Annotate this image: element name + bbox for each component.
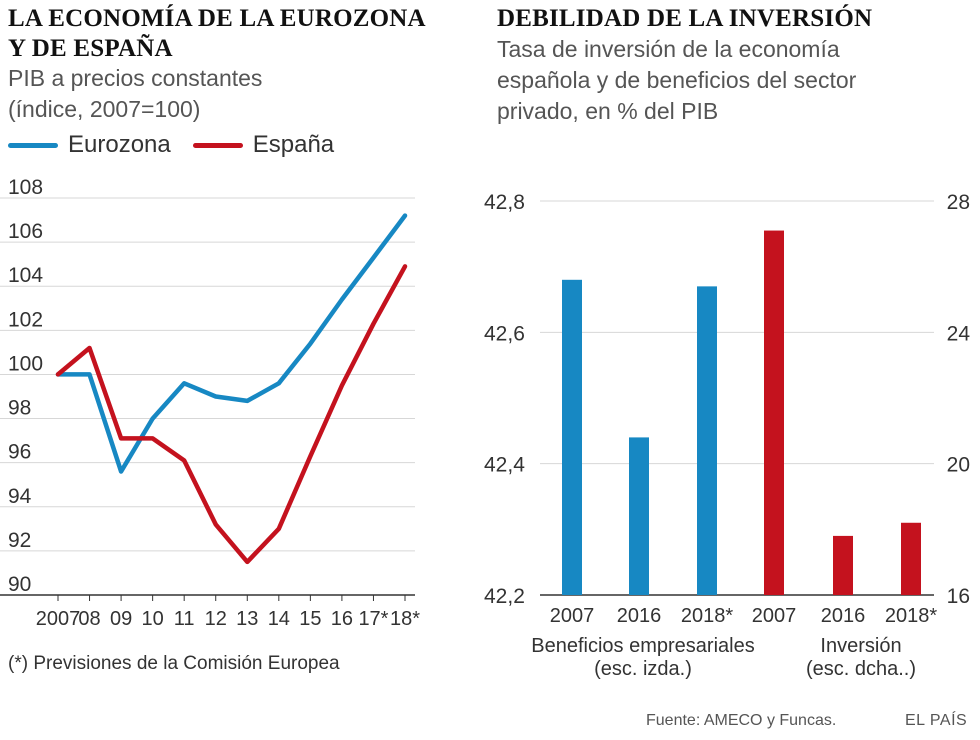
- bar-beneficios-2018*: [697, 286, 717, 595]
- group-label-line2: (esc. izda.): [594, 658, 692, 680]
- right-chart-subtitle-line2: española y de beneficios del sector: [497, 67, 857, 93]
- legend-item-espana: España: [192, 131, 335, 159]
- y-tick-label: 90: [8, 573, 31, 596]
- legend-label-espana: España: [252, 131, 335, 158]
- bar-beneficios-2016: [629, 437, 649, 595]
- source-note: Fuente: AMECO y Funcas.: [646, 712, 837, 729]
- bar-beneficios-2007: [562, 279, 582, 595]
- group-label-line1: Inversión: [820, 635, 901, 657]
- bar-inversion-2018*: [901, 522, 921, 595]
- series-line-espana: [55, 264, 408, 565]
- y-right-tick-label: 16: [947, 585, 970, 608]
- y-left-tick-label: 42,8: [484, 191, 525, 214]
- x-tick-label: 2018*: [681, 605, 733, 627]
- left-chart-legend: Eurozona España: [8, 131, 356, 159]
- y-right-tick-label: 24: [947, 322, 971, 345]
- y-right-tick-label: 28: [947, 191, 970, 214]
- y-tick-label: 92: [8, 529, 31, 552]
- x-tick-label: 18*: [390, 608, 420, 630]
- left-chart-footnote: (*) Previsiones de la Comisión Europea: [8, 653, 340, 674]
- x-tick-label: 2007: [550, 605, 595, 627]
- x-tick-label: 12: [205, 608, 227, 630]
- left-chart-title-line2: Y DE ESPAÑA: [8, 35, 173, 62]
- x-tick-label: 2016: [821, 605, 866, 627]
- x-tick-label: 10: [142, 608, 164, 630]
- legend-label-eurozona: Eurozona: [68, 131, 171, 158]
- left-chart-title-line1: LA ECONOMÍA DE LA EUROZONA: [8, 5, 426, 32]
- brand-label: EL PAÍS: [905, 712, 968, 729]
- x-tick-label: 13: [236, 608, 258, 630]
- right-chart-subtitle-line3: privado, en % del PIB: [497, 98, 719, 124]
- x-tick-label: 17*: [358, 608, 388, 630]
- x-tick-label: 2018*: [885, 605, 937, 627]
- y-tick-label: 96: [8, 441, 31, 464]
- group-label-line1: Beneficios empresariales: [531, 635, 754, 657]
- y-left-tick-label: 42,4: [484, 454, 525, 477]
- x-tick-label: 16: [331, 608, 353, 630]
- right-chart-subtitle-line1: Tasa de inversión de la economía: [497, 36, 840, 62]
- legend-swatch-espana: [192, 142, 243, 148]
- series-line-eurozona: [55, 213, 408, 474]
- y-tick-label: 104: [8, 264, 43, 287]
- y-tick-label: 100: [8, 352, 43, 375]
- x-tick-label: 2016: [617, 605, 662, 627]
- y-left-tick-label: 42,2: [484, 585, 525, 608]
- x-tick-label: 08: [78, 608, 100, 630]
- x-tick-label: 14: [268, 608, 290, 630]
- legend-swatch-eurozona: [8, 142, 58, 148]
- x-tick-label: 2007: [36, 608, 81, 630]
- x-tick-label: 15: [299, 608, 321, 630]
- y-tick-label: 94: [8, 485, 32, 508]
- right-chart-title: DEBILIDAD DE LA INVERSIÓN: [497, 5, 873, 32]
- x-tick-label: 11: [174, 608, 195, 630]
- x-tick-label: 2007: [752, 605, 797, 627]
- y-tick-label: 102: [8, 308, 43, 331]
- y-left-tick-label: 42,6: [484, 322, 525, 345]
- y-right-tick-label: 20: [947, 454, 970, 477]
- bar-chart: 42,2 42,4 42,6 42,8 16 20 24 28 2007 2016 2018* Ben…: [484, 191, 971, 680]
- y-tick-label: 106: [8, 220, 43, 243]
- group-label-line2: (esc. dcha..): [806, 658, 916, 680]
- left-chart-subtitle-line1: PIB a precios constantes: [8, 65, 263, 91]
- legend-item-eurozona: Eurozona: [8, 131, 171, 159]
- left-chart-subtitle-line2: (índice, 2007=100): [8, 96, 201, 122]
- y-tick-label: 98: [8, 397, 31, 420]
- bar-inversion-2016: [833, 535, 853, 595]
- x-tick-label: 09: [110, 608, 132, 630]
- bar-inversion-2007: [764, 230, 784, 596]
- y-tick-label: 108: [8, 176, 43, 199]
